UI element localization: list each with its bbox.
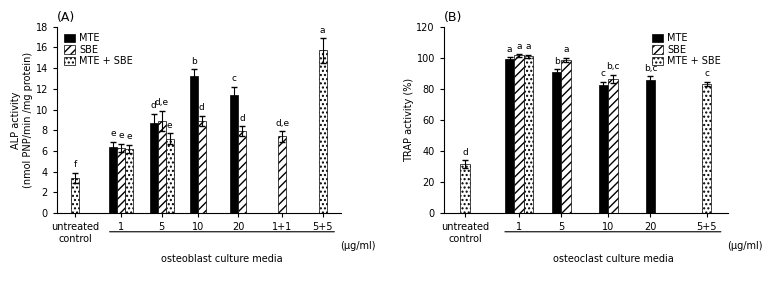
Text: d: d xyxy=(151,101,156,110)
Text: d,e: d,e xyxy=(155,98,169,107)
Bar xyxy=(71,178,79,213)
Text: osteoclast culture media: osteoclast culture media xyxy=(553,254,673,264)
Bar xyxy=(702,84,711,213)
Text: a: a xyxy=(507,45,512,54)
Legend: MTE, SBE, MTE + SBE: MTE, SBE, MTE + SBE xyxy=(62,32,135,68)
Text: (A): (A) xyxy=(57,11,75,24)
Text: osteoblast culture media: osteoblast culture media xyxy=(161,254,283,264)
Bar xyxy=(198,121,206,213)
Text: a: a xyxy=(526,42,531,51)
Text: (μg/ml): (μg/ml) xyxy=(341,241,376,251)
Bar xyxy=(238,131,246,213)
Text: (μg/ml): (μg/ml) xyxy=(728,241,763,251)
Bar xyxy=(608,79,618,213)
Text: (B): (B) xyxy=(444,11,462,24)
Bar xyxy=(149,123,158,213)
Bar xyxy=(646,80,655,213)
Text: c: c xyxy=(601,69,606,78)
Text: c: c xyxy=(231,74,237,83)
Text: b,c: b,c xyxy=(644,64,657,73)
Text: b: b xyxy=(553,57,560,66)
Text: b,c: b,c xyxy=(606,63,620,71)
Text: e: e xyxy=(127,132,132,141)
Bar xyxy=(125,149,133,213)
Text: a: a xyxy=(516,41,522,50)
Text: e: e xyxy=(118,131,124,140)
Bar xyxy=(505,59,515,213)
Text: d,e: d,e xyxy=(276,119,289,128)
Text: e: e xyxy=(111,129,116,138)
Text: a: a xyxy=(563,45,569,54)
Bar xyxy=(524,56,533,213)
Y-axis label: TRAP activity (%): TRAP activity (%) xyxy=(404,78,413,162)
Bar xyxy=(109,147,118,213)
Bar xyxy=(461,164,470,213)
Text: a: a xyxy=(320,26,325,35)
Bar xyxy=(190,76,198,213)
Legend: MTE, SBE, MTE + SBE: MTE, SBE, MTE + SBE xyxy=(650,32,723,68)
Text: d: d xyxy=(199,103,205,113)
Bar xyxy=(279,136,286,213)
Text: d: d xyxy=(239,114,245,123)
Bar xyxy=(230,95,238,213)
Text: d: d xyxy=(462,148,468,157)
Bar xyxy=(158,121,166,213)
Text: b: b xyxy=(191,57,197,66)
Text: e: e xyxy=(167,121,173,130)
Bar xyxy=(599,85,608,213)
Text: c: c xyxy=(704,69,709,78)
Bar xyxy=(515,55,524,213)
Bar xyxy=(561,60,570,213)
Bar xyxy=(118,148,125,213)
Bar xyxy=(319,50,327,213)
Y-axis label: ALP activity
(nmol PNP/min /mg protein): ALP activity (nmol PNP/min /mg protein) xyxy=(11,52,33,188)
Bar xyxy=(552,72,561,213)
Text: f: f xyxy=(74,160,77,169)
Bar xyxy=(166,138,173,213)
